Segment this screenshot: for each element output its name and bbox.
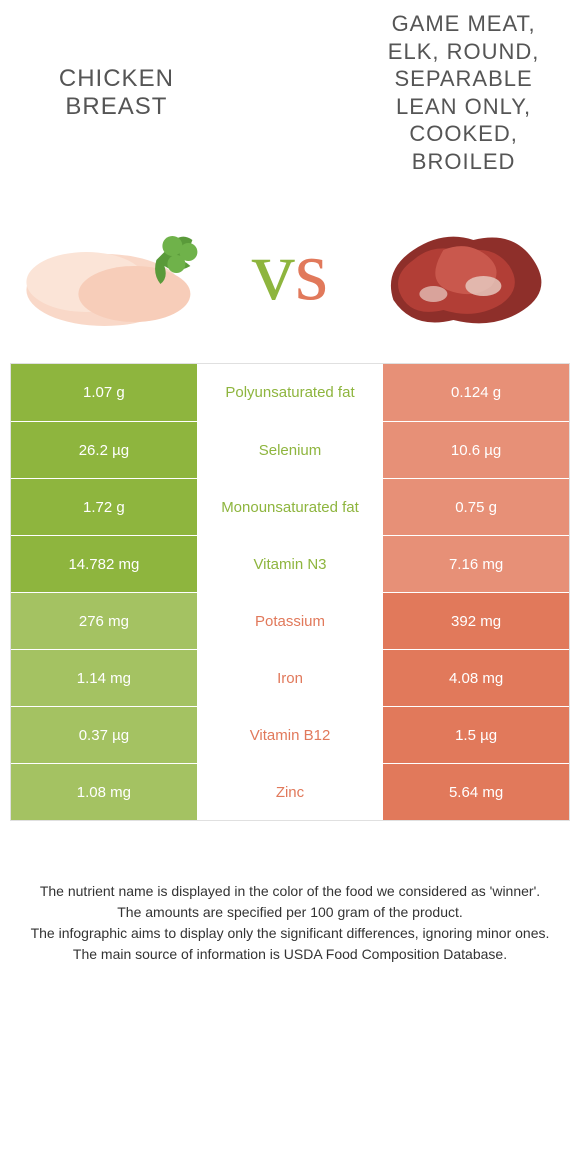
right-value: 0.75 g — [383, 478, 569, 535]
table-row: 276 mgPotassium392 mg — [11, 592, 569, 649]
footer-line: The infographic aims to display only the… — [20, 923, 560, 944]
left-value: 1.08 mg — [11, 763, 197, 820]
right-value: 0.124 g — [383, 364, 569, 421]
left-value: 0.37 µg — [11, 706, 197, 763]
nutrient-name: Polyunsaturated fat — [197, 364, 383, 421]
vs-row: vs — [10, 185, 570, 355]
left-value: 26.2 µg — [11, 421, 197, 478]
left-value: 14.782 mg — [11, 535, 197, 592]
table-row: 0.37 µgVitamin B121.5 µg — [11, 706, 569, 763]
right-value: 5.64 mg — [383, 763, 569, 820]
right-value: 4.08 mg — [383, 649, 569, 706]
left-value: 276 mg — [11, 592, 197, 649]
table-row: 26.2 µgSelenium10.6 µg — [11, 421, 569, 478]
right-value: 7.16 mg — [383, 535, 569, 592]
nutrient-name: Vitamin N3 — [197, 535, 383, 592]
left-value: 1.07 g — [11, 364, 197, 421]
right-food-title: Game meat, elk, round, separable lean on… — [357, 10, 570, 175]
left-value: 1.72 g — [11, 478, 197, 535]
table-row: 1.07 gPolyunsaturated fat0.124 g — [11, 364, 569, 421]
nutrient-table: 1.07 gPolyunsaturated fat0.124 g26.2 µgS… — [10, 363, 570, 821]
nutrient-name: Monounsaturated fat — [197, 478, 383, 535]
table-row: 1.14 mgIron4.08 mg — [11, 649, 569, 706]
left-food-title: Chicken breast — [10, 65, 223, 121]
right-value: 10.6 µg — [383, 421, 569, 478]
right-value: 1.5 µg — [383, 706, 569, 763]
nutrient-name: Potassium — [197, 592, 383, 649]
nutrient-name: Selenium — [197, 421, 383, 478]
nutrient-name: Vitamin B12 — [197, 706, 383, 763]
nutrient-name: Iron — [197, 649, 383, 706]
table-row: 1.72 gMonounsaturated fat0.75 g — [11, 478, 569, 535]
footer-line: The main source of information is USDA F… — [20, 944, 560, 965]
table-row: 14.782 mgVitamin N37.16 mg — [11, 535, 569, 592]
header: Chicken breast Game meat, elk, round, se… — [10, 10, 570, 175]
chicken-breast-image — [10, 190, 223, 350]
nutrient-name: Zinc — [197, 763, 383, 820]
table-row: 1.08 mgZinc5.64 mg — [11, 763, 569, 820]
footer-notes: The nutrient name is displayed in the co… — [20, 881, 560, 965]
right-value: 392 mg — [383, 592, 569, 649]
vs-label: vs — [223, 227, 357, 313]
footer-line: The amounts are specified per 100 gram o… — [20, 902, 560, 923]
vs-v: v — [252, 227, 295, 313]
elk-meat-image — [357, 190, 570, 350]
vs-s: s — [295, 227, 328, 313]
left-value: 1.14 mg — [11, 649, 197, 706]
footer-line: The nutrient name is displayed in the co… — [20, 881, 560, 902]
